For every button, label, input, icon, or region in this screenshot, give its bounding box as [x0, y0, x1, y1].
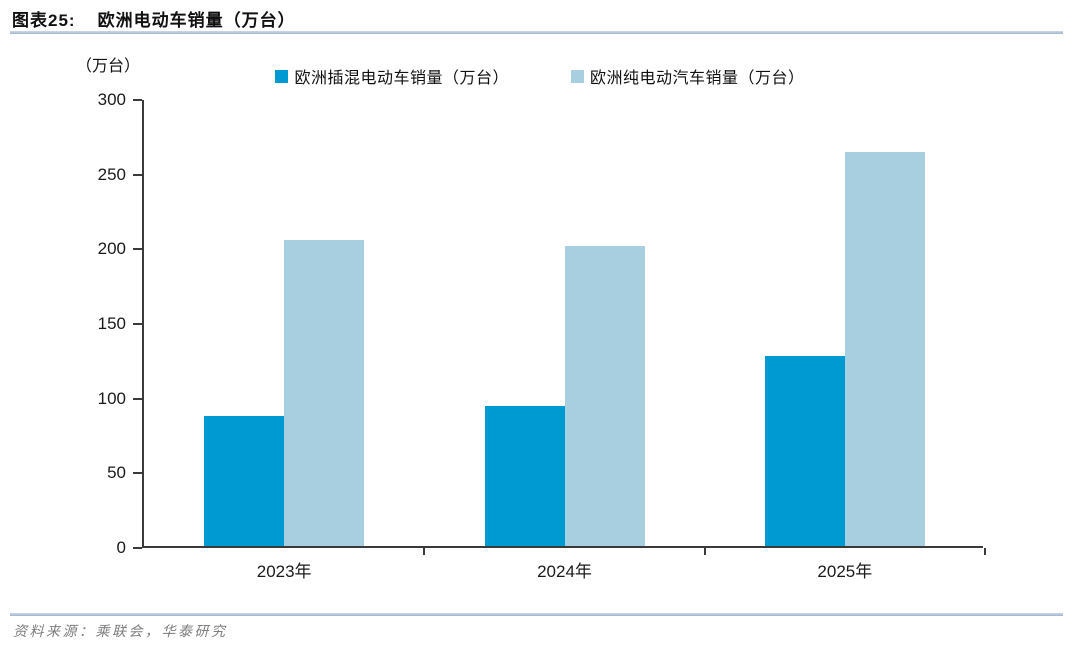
bar-phev-2025年 — [764, 356, 845, 546]
y-axis-tick — [133, 323, 142, 325]
legend-swatch-bev-icon — [571, 69, 584, 83]
legend-item-bev: 欧洲纯电动汽车销量（万台） — [571, 64, 805, 88]
x-axis-label: 2025年 — [817, 562, 873, 581]
legend-swatch-phev-icon — [275, 69, 289, 83]
bar-phev-2024年 — [484, 405, 565, 546]
y-axis-tick — [133, 472, 142, 475]
chart-legend: 欧洲插混电动车销量（万台） 欧洲纯电动汽车销量（万台） — [0, 64, 1080, 88]
figure-number: 图表25: — [12, 11, 76, 30]
legend-label-phev: 欧洲插混电动车销量（万台） — [294, 70, 509, 87]
bar-phev-2023年 — [204, 416, 285, 546]
y-axis-tick — [133, 397, 142, 400]
legend-item-phev: 欧洲插混电动车销量（万台） — [275, 64, 509, 88]
y-axis-unit-label: （万台） — [76, 58, 141, 75]
y-axis-tick-label: 100 — [97, 388, 126, 408]
bar-bev-2024年 — [564, 245, 645, 546]
plot-area: 0 50 100 150 200 250 300 2023年 2024年 2025年 — [98, 90, 986, 581]
y-axis-tick — [133, 99, 142, 101]
y-axis-tick-label: 200 — [97, 239, 126, 259]
x-axis-tick — [703, 548, 706, 555]
x-axis-label: 2023年 — [256, 562, 312, 581]
y-axis-tick-label: 300 — [97, 90, 126, 109]
footer-divider — [10, 613, 1063, 616]
y-axis-tick — [133, 173, 142, 176]
x-axis-tick — [423, 548, 426, 555]
bar-bev-2023年 — [284, 239, 365, 546]
source-text: 资料来源：乘联会，华泰研究 — [13, 624, 228, 640]
x-axis-tick — [984, 548, 986, 555]
y-axis-tick-label: 150 — [97, 314, 126, 333]
x-axis-label: 2024年 — [537, 562, 592, 581]
y-axis-tick — [133, 547, 142, 549]
y-axis-tick — [133, 248, 142, 251]
y-axis-tick-label: 250 — [97, 164, 126, 184]
header-divider — [10, 31, 1063, 34]
y-axis-tick-label: 0 — [116, 538, 126, 557]
figure-title-text: 欧洲电动车销量（万台） — [97, 11, 296, 30]
bar-bev-2025年 — [844, 151, 925, 546]
legend-label-bev: 欧洲纯电动汽车销量（万台） — [590, 70, 805, 87]
y-axis-tick-label: 50 — [107, 463, 126, 483]
figure-title: 图表25: 欧洲电动车销量（万台） — [12, 6, 296, 31]
